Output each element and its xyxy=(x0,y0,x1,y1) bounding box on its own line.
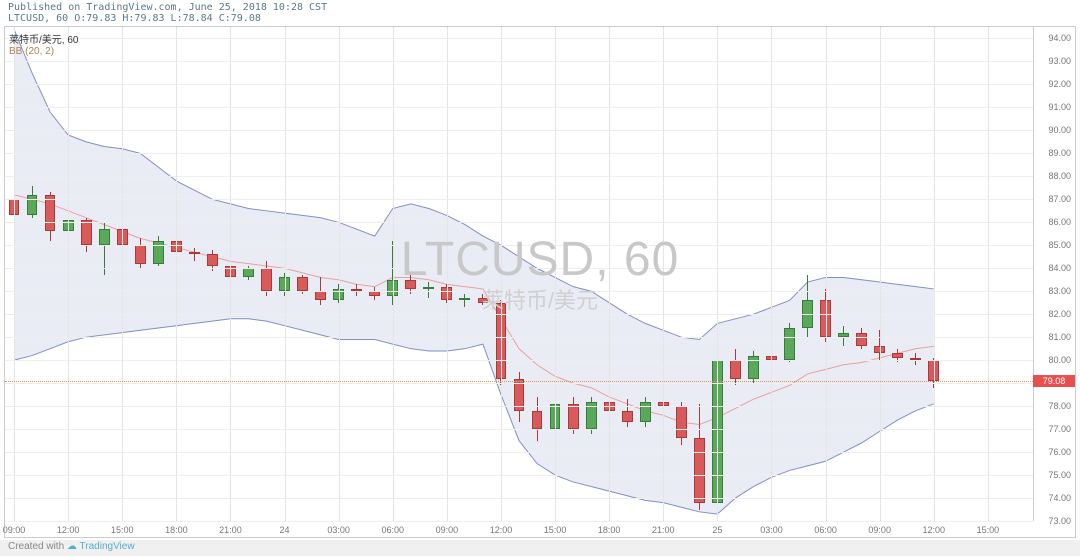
x-tick-label: 18:00 xyxy=(598,525,621,535)
x-tick-label: 09:00 xyxy=(3,525,26,535)
candle[interactable] xyxy=(892,353,903,358)
candle[interactable] xyxy=(135,245,146,263)
candle[interactable] xyxy=(81,220,92,245)
y-tick-label: 75.00 xyxy=(1048,470,1071,480)
ohlc-line: LTCUSD, 60 O:79.83 H:79.83 L:78.84 C:79.… xyxy=(8,13,1072,24)
candle[interactable] xyxy=(207,254,218,265)
y-tick-label: 74.00 xyxy=(1048,493,1071,503)
x-tick-label: 15:00 xyxy=(111,525,134,535)
current-price-tag: 79.08 xyxy=(1033,375,1075,387)
y-tick-label: 80.00 xyxy=(1048,355,1071,365)
candle[interactable] xyxy=(99,229,110,245)
candle[interactable] xyxy=(297,277,308,291)
y-tick-label: 73.00 xyxy=(1048,516,1071,526)
candle[interactable] xyxy=(748,356,759,379)
candle[interactable] xyxy=(27,195,38,216)
candle[interactable] xyxy=(676,406,687,438)
y-tick-label: 91.00 xyxy=(1048,102,1071,112)
x-tick-label: 21:00 xyxy=(652,525,675,535)
x-tick-label: 06:00 xyxy=(381,525,404,535)
x-axis: 09:00 12:00 15:00 18:00 21:00 24 03:00 06:00 09:… xyxy=(5,521,1033,537)
candle[interactable] xyxy=(315,291,326,300)
y-tick-label: 88.00 xyxy=(1048,171,1071,181)
candle[interactable] xyxy=(459,298,470,300)
x-tick-label: 15:00 xyxy=(977,525,1000,535)
y-tick-label: 94.00 xyxy=(1048,33,1071,43)
candle[interactable] xyxy=(532,411,543,429)
symbol-info-box: 莱特币/美元, 60 BB (20, 2) xyxy=(9,31,78,57)
x-tick-label: 03:00 xyxy=(327,525,350,535)
x-tick-label: 12:00 xyxy=(57,525,80,535)
x-tick-label: 09:00 xyxy=(436,525,459,535)
candle[interactable] xyxy=(622,411,633,422)
published-line: Published on TradingView.com, June 25, 2… xyxy=(8,2,1072,13)
footer: Created with ☁ TradingView xyxy=(0,540,1080,556)
footer-text: Created with xyxy=(8,541,64,552)
y-tick-label: 93.00 xyxy=(1048,56,1071,66)
y-tick-label: 82.00 xyxy=(1048,309,1071,319)
x-tick-label: 12:00 xyxy=(490,525,513,535)
y-tick-label: 78.00 xyxy=(1048,401,1071,411)
y-tick-label: 86.00 xyxy=(1048,217,1071,227)
x-tick-label: 18:00 xyxy=(165,525,188,535)
candle[interactable] xyxy=(261,268,272,291)
y-tick-label: 77.00 xyxy=(1048,424,1071,434)
candle[interactable] xyxy=(730,360,741,378)
y-tick-label: 90.00 xyxy=(1048,125,1071,135)
candle[interactable] xyxy=(243,268,254,277)
candle[interactable] xyxy=(856,333,867,347)
candle[interactable] xyxy=(640,402,651,423)
tradingview-link[interactable]: TradingView xyxy=(80,541,135,552)
candle[interactable] xyxy=(784,328,795,360)
x-tick-label: 15:00 xyxy=(544,525,567,535)
current-price-line xyxy=(5,381,1033,382)
y-tick-label: 85.00 xyxy=(1048,240,1071,250)
y-tick-label: 89.00 xyxy=(1048,148,1071,158)
x-tick-label: 25 xyxy=(712,525,722,535)
chart-container[interactable]: 莱特币/美元, 60 BB (20, 2) LTCUSD, 60 莱特币/美元 … xyxy=(4,26,1076,538)
x-tick-label: 09:00 xyxy=(868,525,891,535)
indicator-label: BB (20, 2) xyxy=(9,46,78,57)
x-tick-label: 24 xyxy=(280,525,290,535)
candle[interactable] xyxy=(478,298,489,303)
x-tick-label: 03:00 xyxy=(760,525,783,535)
candle[interactable] xyxy=(694,438,705,502)
candle[interactable] xyxy=(568,404,579,429)
symbol-label: 莱特币/美元, 60 xyxy=(9,31,78,46)
y-axis: 73.0074.0075.0076.0077.0078.0079.0080.00… xyxy=(1033,27,1075,521)
x-tick-label: 21:00 xyxy=(219,525,242,535)
candle[interactable] xyxy=(405,280,416,289)
x-tick-label: 12:00 xyxy=(923,525,946,535)
candle[interactable] xyxy=(153,241,164,264)
y-tick-label: 83.00 xyxy=(1048,286,1071,296)
y-tick-label: 84.00 xyxy=(1048,263,1071,273)
y-tick-label: 87.00 xyxy=(1048,194,1071,204)
y-tick-label: 81.00 xyxy=(1048,332,1071,342)
candle[interactable] xyxy=(423,287,434,289)
x-tick-label: 06:00 xyxy=(814,525,837,535)
y-tick-label: 76.00 xyxy=(1048,447,1071,457)
candle[interactable] xyxy=(189,252,200,254)
y-tick-label: 92.00 xyxy=(1048,79,1071,89)
